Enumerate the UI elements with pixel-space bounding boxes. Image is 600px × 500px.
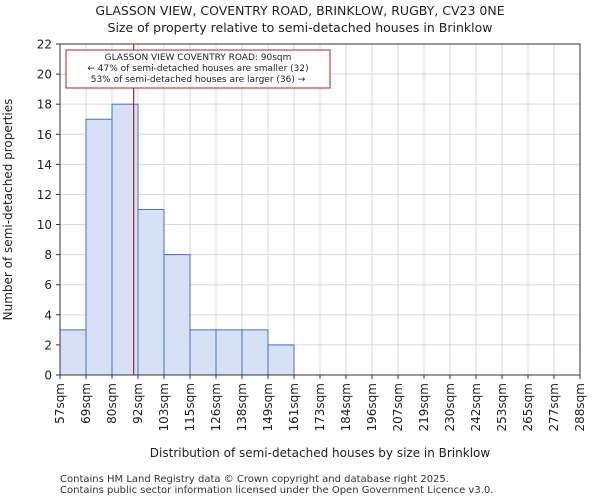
y-tick-label: 18 — [37, 98, 52, 112]
y-axis-ticks: 0 2 4 6 8 10 12 14 16 18 20 22 — [37, 38, 60, 383]
x-tick-label: 115sqm — [183, 383, 197, 431]
histogram-chart: 0 2 4 6 8 10 12 14 16 18 20 22 57sqm 69sqm 80sqm 92sqm… — [1, 38, 587, 461]
x-tick-label: 196sqm — [365, 383, 379, 431]
annotation-line-address: GLASSON VIEW COVENTRY ROAD: 90sqm — [105, 53, 292, 63]
x-tick-label: 92sqm — [131, 383, 145, 424]
y-tick-label: 8 — [44, 248, 52, 262]
y-tick-label: 4 — [44, 308, 52, 322]
x-tick-label: 69sqm — [79, 383, 93, 424]
y-axis-label: Number of semi-detached properties — [1, 99, 15, 321]
bar-149sqm — [267, 344, 295, 376]
annotation-frame — [65, 49, 331, 89]
x-tick-label: 288sqm — [573, 383, 587, 431]
x-tick-label: 253sqm — [495, 383, 509, 431]
x-tick-label: 230sqm — [443, 383, 457, 431]
y-tick-label: 12 — [37, 188, 52, 202]
x-tick-label: 103sqm — [157, 383, 171, 431]
annotation-line-larger: 53% of semi-detached houses are larger (… — [91, 75, 306, 85]
bars — [59, 103, 295, 376]
x-tick-label: 207sqm — [391, 383, 405, 431]
attribution-line-2: Contains public sector information licen… — [60, 485, 494, 496]
attribution-line-1: Contains HM Land Registry data © Crown c… — [60, 474, 449, 485]
bar-115sqm — [189, 329, 217, 376]
y-tick-label: 2 — [44, 338, 52, 352]
x-tick-label: 149sqm — [261, 383, 275, 431]
y-tick-label: 14 — [37, 158, 52, 172]
bar-103sqm — [163, 254, 191, 376]
y-tick-label: 6 — [44, 278, 52, 292]
chart-title: GLASSON VIEW, COVENTRY ROAD, BRINKLOW, R… — [95, 3, 505, 18]
chart-subtitle: Size of property relative to semi-detach… — [107, 20, 493, 35]
y-tick-label: 16 — [37, 128, 52, 142]
bar-138sqm — [241, 329, 269, 376]
attribution-footer: Contains HM Land Registry data © Crown c… — [60, 474, 493, 496]
x-tick-label: 277sqm — [547, 383, 561, 431]
x-tick-label: 161sqm — [287, 383, 301, 431]
x-tick-label: 126sqm — [209, 383, 223, 431]
bar-92sqm — [137, 209, 165, 376]
x-axis-label: Distribution of semi-detached houses by … — [150, 446, 491, 460]
x-tick-label: 173sqm — [313, 383, 327, 431]
y-tick-label: 0 — [44, 369, 52, 383]
x-tick-label: 265sqm — [521, 383, 535, 431]
x-axis-ticks: 57sqm 69sqm 80sqm 92sqm 103sqm 115sqm 126sqm 13… — [53, 375, 587, 431]
x-tick-label: 80sqm — [105, 383, 119, 424]
annotation-line-smaller: ← 47% of semi-detached houses are smalle… — [87, 64, 308, 74]
y-tick-label: 22 — [37, 38, 52, 52]
x-tick-label: 184sqm — [339, 383, 353, 431]
x-tick-label: 242sqm — [469, 383, 483, 431]
x-tick-label: 138sqm — [235, 383, 249, 431]
annotation-box: GLASSON VIEW COVENTRY ROAD: 90sqm ← 47% … — [65, 49, 331, 89]
bar-69sqm — [85, 118, 113, 376]
x-tick-label: 219sqm — [417, 383, 431, 431]
bar-126sqm — [215, 329, 243, 376]
bar-57sqm — [59, 329, 87, 376]
y-tick-label: 20 — [37, 68, 52, 82]
y-tick-label: 10 — [37, 218, 52, 232]
x-tick-label: 57sqm — [53, 383, 67, 424]
chart-title-block: GLASSON VIEW, COVENTRY ROAD, BRINKLOW, R… — [0, 2, 600, 36]
